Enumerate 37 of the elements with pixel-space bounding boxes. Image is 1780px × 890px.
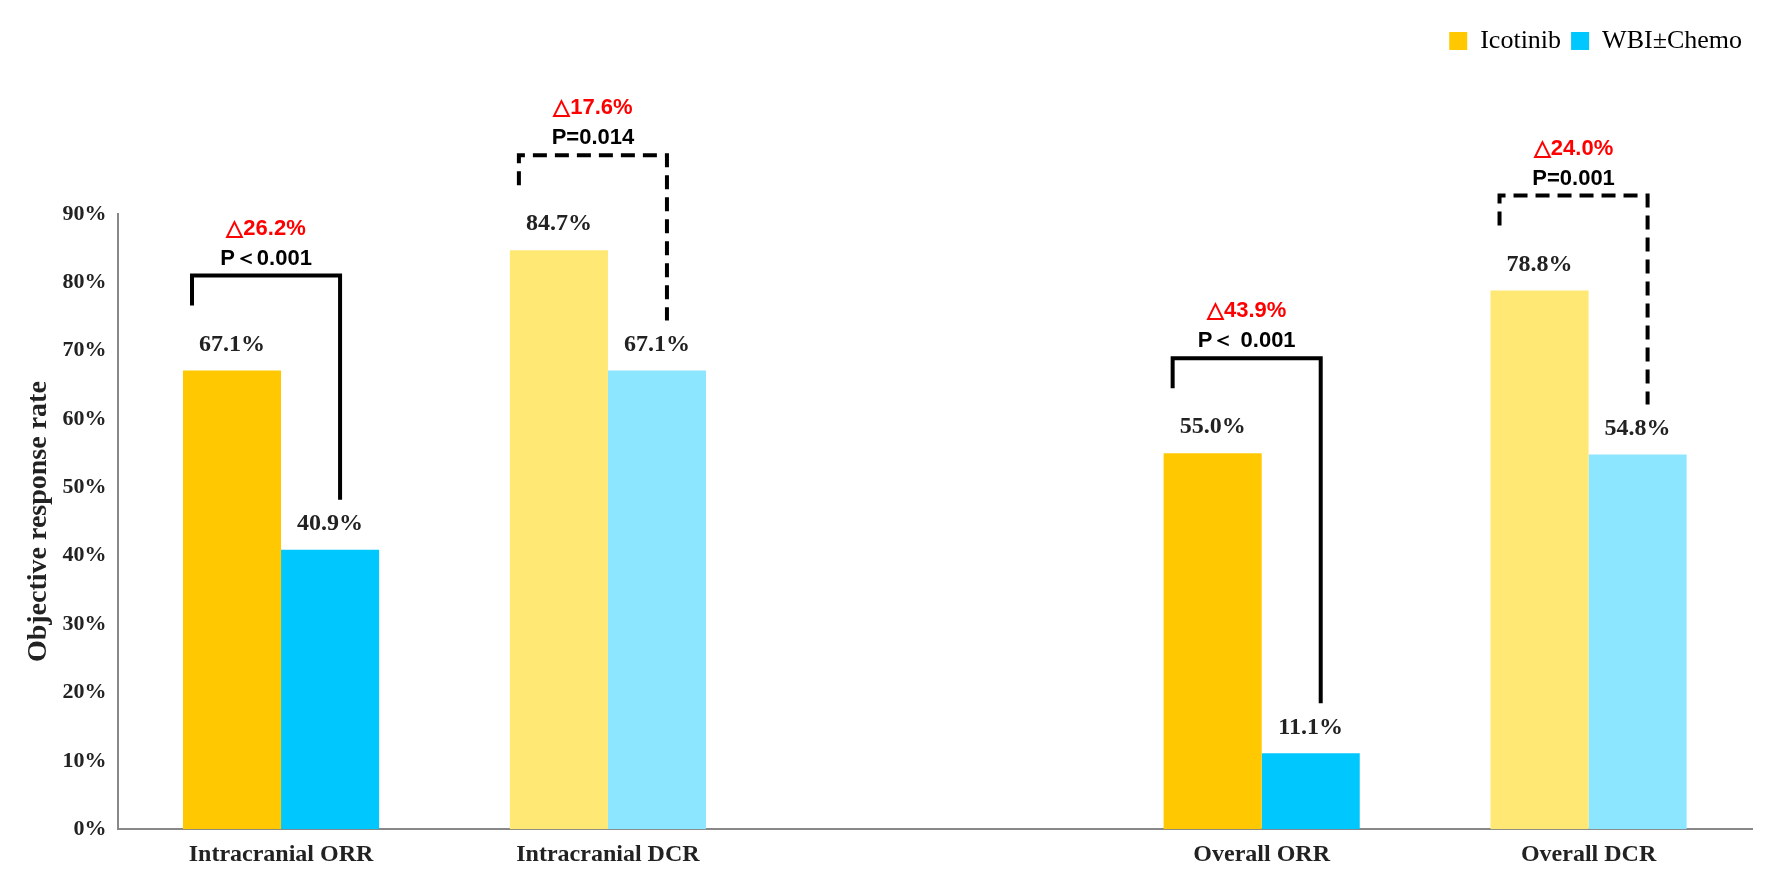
data-label: 55.0%: [1179, 412, 1246, 439]
y-axis-title: Objective response rate: [21, 381, 53, 663]
bar: [281, 549, 380, 830]
x-tick-label: Intracranial DCR: [516, 839, 701, 866]
y-tick-label: 20%: [62, 678, 107, 704]
annotation: P＜ 0.001: [1197, 327, 1296, 353]
y-tick-label: 70%: [62, 336, 107, 362]
text: P=0.014: [551, 124, 635, 150]
text: P=0.001: [1532, 164, 1615, 190]
y-tick-label: 30%: [62, 609, 107, 635]
data-label: 40.9%: [297, 508, 364, 535]
y-tick-label: 10%: [62, 746, 107, 772]
y-tick-label: 50%: [62, 473, 107, 499]
legend-label: Icotinib: [1480, 24, 1562, 54]
bar: [607, 370, 706, 830]
x-tick-label: Overall DCR: [1520, 839, 1657, 866]
bar: [1261, 753, 1360, 830]
annotation: P＜0.001: [220, 244, 312, 270]
y-tick-label: 0%: [73, 814, 107, 840]
bar: [1588, 454, 1687, 830]
data-label: 67.1%: [199, 329, 266, 356]
legend-label: WBI±Chemo: [1602, 24, 1743, 54]
x-tick-label: Overall ORR: [1193, 839, 1331, 866]
text: △17.6%: [552, 94, 633, 120]
data-label: 54.8%: [1604, 413, 1671, 440]
data-label: 67.1%: [623, 329, 690, 356]
annotation: △43.9%: [1205, 297, 1287, 323]
data-label: 11.1%: [1278, 712, 1344, 739]
x-tick-label: Intracranial ORR: [188, 839, 375, 866]
annotation: △26.2%: [225, 214, 306, 240]
y-tick-label: 40%: [62, 541, 107, 567]
text: △24.0%: [1532, 134, 1614, 160]
y-tick-label: 90%: [62, 199, 107, 225]
y-tick-label: 80%: [62, 268, 107, 294]
data-label: 78.8%: [1506, 249, 1573, 276]
y-tick-label: 60%: [62, 404, 107, 430]
data-label: 84.7%: [525, 209, 592, 236]
